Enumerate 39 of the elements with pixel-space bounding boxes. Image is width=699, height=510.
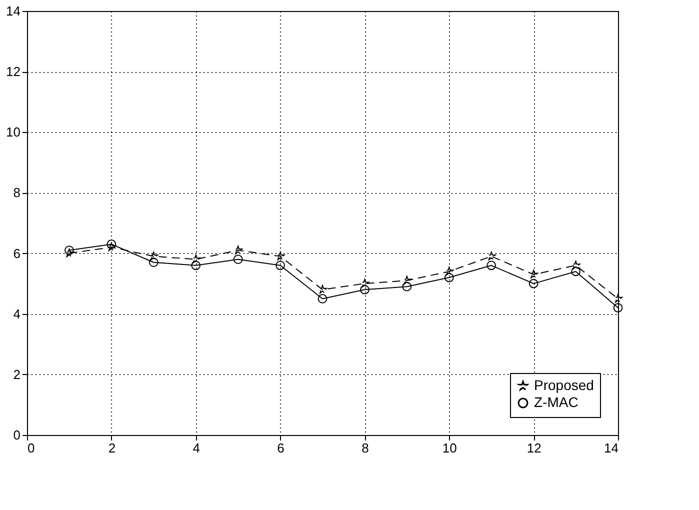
point	[571, 266, 580, 276]
point	[318, 294, 328, 304]
point	[64, 248, 74, 258]
y-tick-label: 8	[13, 185, 20, 200]
point	[486, 260, 496, 270]
point	[318, 284, 327, 294]
point	[360, 284, 370, 294]
y-tick-label: 14	[6, 4, 20, 18]
point	[444, 266, 454, 276]
x-tick-label: 2	[108, 440, 116, 456]
y-tick-label: 0	[13, 428, 20, 442]
y-tick-label: 12	[6, 64, 20, 80]
point	[444, 272, 454, 282]
x-tick-label: 0	[28, 440, 35, 456]
x-tick-label: 10	[442, 440, 457, 456]
x-tick-label: 6	[277, 440, 284, 456]
point	[402, 282, 412, 292]
point	[360, 278, 370, 288]
point	[191, 260, 201, 270]
point	[529, 270, 538, 278]
y-tick-label: 2	[13, 366, 20, 382]
legend-label: Proposed	[534, 377, 594, 393]
x-tick-label: 8	[362, 440, 369, 456]
point	[234, 246, 243, 254]
point	[64, 246, 74, 255]
point	[613, 303, 623, 312]
x-tick-label: 12	[526, 440, 542, 456]
point	[106, 240, 116, 249]
point	[276, 260, 285, 270]
y-tick-label: 4	[13, 306, 20, 322]
x-tick-label: 4	[192, 440, 200, 456]
point	[233, 254, 243, 264]
y-tick-label: 10	[6, 124, 20, 140]
point	[148, 258, 158, 268]
legend-label: Z-MAC	[534, 394, 578, 410]
point	[614, 294, 622, 303]
y-tick-label: 6	[13, 246, 20, 261]
point	[528, 278, 538, 288]
x-tick-label: 14	[604, 440, 618, 456]
